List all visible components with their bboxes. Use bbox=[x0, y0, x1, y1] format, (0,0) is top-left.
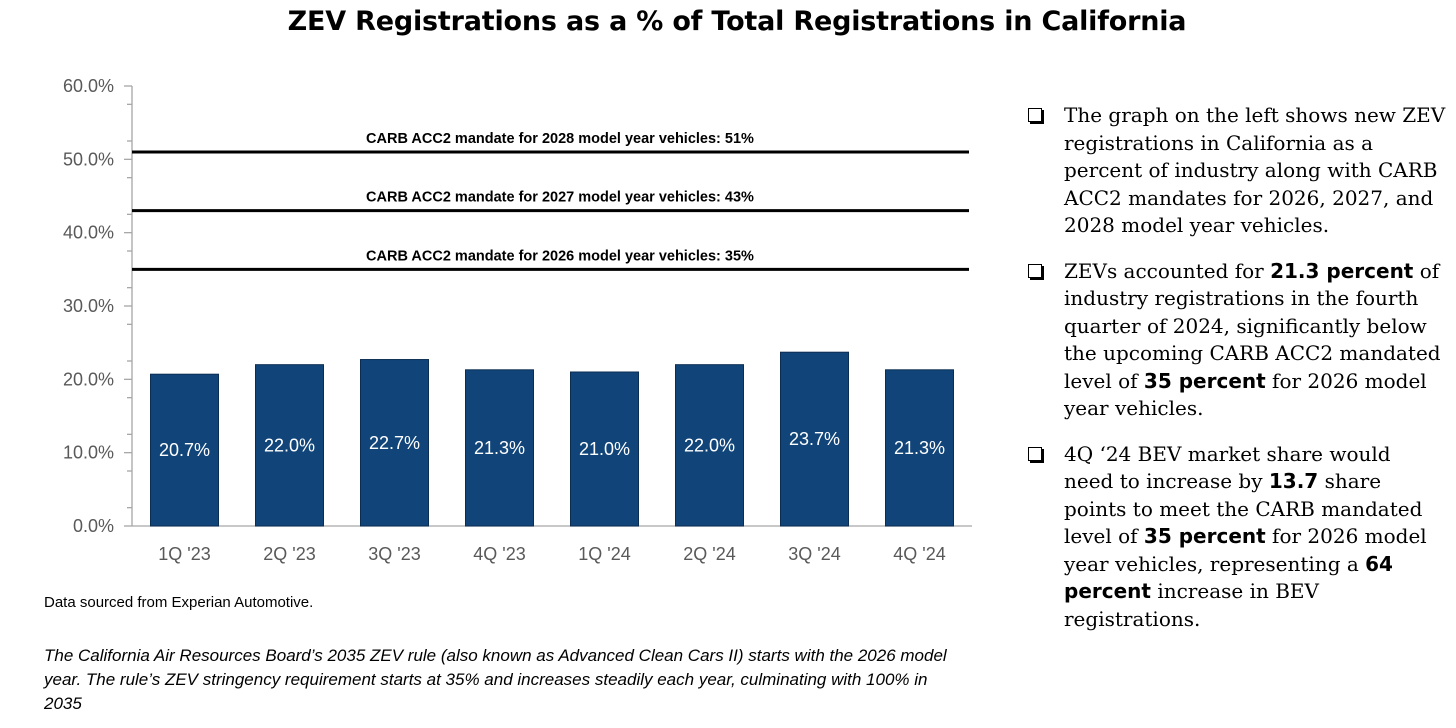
bullet-item: The graph on the left shows new ZEV regi… bbox=[1026, 102, 1446, 240]
bullet-emphasis: 21.3 percent bbox=[1270, 258, 1414, 283]
x-tick-label: 2Q '23 bbox=[263, 544, 315, 564]
x-tick-label: 1Q '23 bbox=[158, 544, 210, 564]
bullet-emphasis: 35 percent bbox=[1143, 368, 1266, 393]
bullet-text: for 2026 model year vehicles, representi… bbox=[1064, 524, 1427, 576]
bullet-item: ZEVs accounted for 21.3 percent of indus… bbox=[1026, 258, 1446, 423]
x-tick-label: 4Q '24 bbox=[893, 544, 945, 564]
x-tick-label: 2Q '24 bbox=[683, 544, 735, 564]
source-note: Data sourced from Experian Automotive. bbox=[44, 594, 314, 611]
x-tick-label: 4Q '23 bbox=[473, 544, 525, 564]
bullet-text: for 2026 model year vehicles. bbox=[1064, 368, 1427, 421]
bar-data-label: 21.0% bbox=[579, 439, 630, 459]
bar-data-label: 20.7% bbox=[159, 440, 210, 460]
bar bbox=[780, 351, 849, 527]
bar bbox=[885, 369, 954, 527]
bar-data-label: 23.7% bbox=[789, 429, 840, 449]
bar-data-label: 21.3% bbox=[474, 438, 525, 458]
footnote: The California Air Resources Board’s 203… bbox=[44, 646, 947, 713]
x-tick-label: 3Q '24 bbox=[788, 544, 840, 564]
bar bbox=[360, 359, 429, 527]
bar-data-label: 22.0% bbox=[684, 435, 735, 455]
bar bbox=[150, 373, 219, 527]
mandate-label: CARB ACC2 mandate for 2028 model year ve… bbox=[366, 131, 754, 147]
checkbox-bullet-icon bbox=[1028, 446, 1042, 461]
bar bbox=[255, 364, 324, 527]
y-tick-label: 0.0% bbox=[73, 516, 114, 536]
bullet-text: ZEVs accounted for bbox=[1064, 258, 1271, 283]
mandate-label: CARB ACC2 mandate for 2026 model year ve… bbox=[366, 248, 754, 264]
bar-chart: 0.0% 10.0% 20.0% 30.0% 40.0% 50.0% 60.0% 20.7% 1… bbox=[63, 76, 972, 564]
bullet-text: share points to meet the CARB mandated l… bbox=[1064, 469, 1423, 548]
bar-data-label: 22.0% bbox=[264, 435, 315, 455]
bullet-text: The graph on the left shows new ZEV regi… bbox=[1064, 103, 1446, 237]
mandate-label: CARB ACC2 mandate for 2027 model year ve… bbox=[366, 190, 754, 206]
bullet-emphasis: 13.7 bbox=[1268, 469, 1319, 493]
y-tick-label: 60.0% bbox=[63, 76, 114, 96]
x-tick-label: 1Q '24 bbox=[578, 544, 630, 564]
checkbox-bullet-icon bbox=[1028, 263, 1042, 278]
bar-data-label: 21.3% bbox=[894, 438, 945, 458]
x-tick-label: 3Q '23 bbox=[368, 544, 420, 564]
bar-data-label: 22.7% bbox=[369, 433, 420, 453]
bullet-text: increase in BEV registrations. bbox=[1064, 579, 1319, 631]
bullet-text: 4Q ‘24 BEV market share would need to in… bbox=[1064, 441, 1391, 494]
bullet-item: 4Q ‘24 BEV market share would need to in… bbox=[1026, 441, 1446, 634]
y-tick-label: 20.0% bbox=[63, 369, 114, 389]
bullet-emphasis: 64 percent bbox=[1064, 551, 1393, 604]
bullet-text: of industry registrations in the fourth … bbox=[1064, 258, 1441, 393]
bullet-list: The graph on the left shows new ZEV regi… bbox=[1026, 102, 1446, 651]
y-tick-label: 40.0% bbox=[63, 223, 114, 243]
bar bbox=[570, 371, 639, 527]
bar bbox=[675, 364, 744, 527]
chart-title: ZEV Registrations as a % of Total Regist… bbox=[287, 6, 1187, 37]
bar bbox=[465, 369, 534, 527]
checkbox-bullet-icon bbox=[1028, 108, 1042, 122]
y-tick-label: 10.0% bbox=[63, 443, 114, 463]
y-tick-label: 50.0% bbox=[63, 149, 114, 169]
y-tick-label: 30.0% bbox=[63, 296, 114, 316]
bullet-emphasis: 35 percent bbox=[1143, 524, 1266, 548]
